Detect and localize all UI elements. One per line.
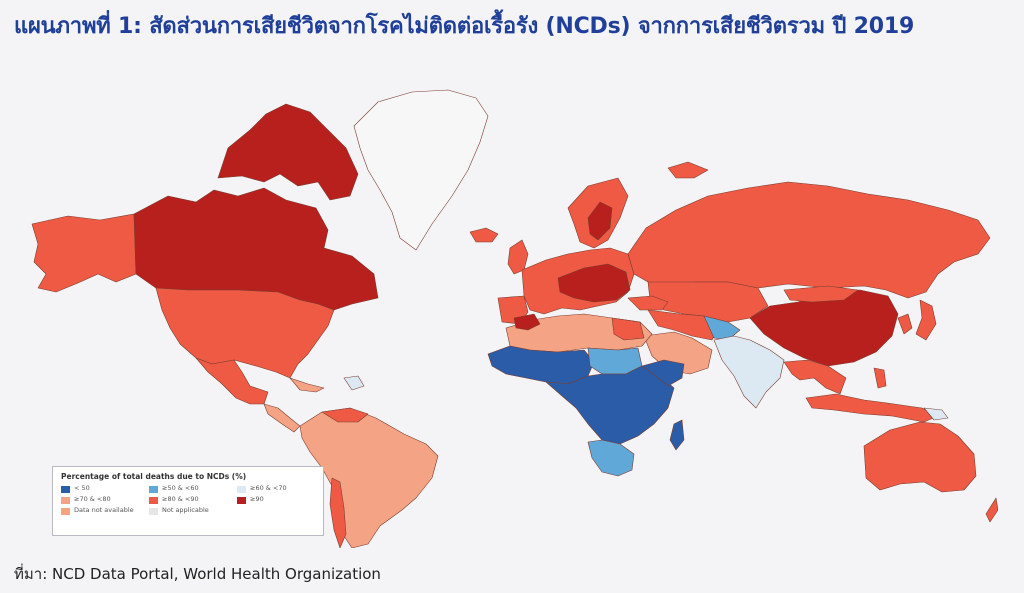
region-guyana bbox=[343, 375, 365, 391]
region-egypt bbox=[611, 317, 645, 341]
legend-item: < 50 bbox=[61, 484, 149, 493]
region-south-asia bbox=[713, 335, 785, 409]
legend-item: ≥90 bbox=[237, 495, 317, 504]
legend-item: ≥70 & <80 bbox=[61, 495, 149, 504]
region-russia-islands bbox=[667, 161, 709, 179]
legend-label: ≥60 & <70 bbox=[250, 484, 287, 492]
legend-item: ≥60 & <70 bbox=[237, 484, 317, 493]
region-korea bbox=[897, 313, 913, 335]
region-alaska bbox=[31, 213, 137, 293]
region-greenland bbox=[353, 89, 489, 251]
legend-label: ≥70 & <80 bbox=[74, 495, 111, 503]
legend-label: ≥50 & <60 bbox=[162, 484, 199, 492]
legend-swatch bbox=[149, 486, 158, 493]
region-afghanistan bbox=[703, 315, 741, 341]
region-australia bbox=[863, 421, 977, 493]
legend-item: Data not available bbox=[61, 506, 149, 515]
legend-title: Percentage of total deaths due to NCDs (… bbox=[61, 472, 247, 481]
legend-label: < 50 bbox=[74, 484, 90, 492]
legend-swatch bbox=[149, 497, 158, 504]
legend-label: ≥90 bbox=[250, 495, 264, 503]
region-canadian-arctic bbox=[217, 103, 359, 201]
region-central-america bbox=[263, 403, 301, 433]
legend-swatch bbox=[237, 497, 246, 504]
world-map bbox=[28, 78, 998, 548]
region-norway-sweden-dark bbox=[587, 201, 613, 241]
region-southeast-asia bbox=[783, 359, 847, 395]
region-madagascar bbox=[669, 419, 685, 451]
legend-swatch bbox=[61, 497, 70, 504]
legend-swatch bbox=[237, 486, 246, 493]
region-indonesia bbox=[805, 393, 939, 423]
legend-item: ≥80 & <90 bbox=[149, 495, 237, 504]
legend-item: ≥50 & <60 bbox=[149, 484, 237, 493]
region-japan bbox=[915, 299, 937, 341]
region-mexico bbox=[195, 357, 269, 405]
region-new-zealand bbox=[985, 497, 998, 523]
map-legend: Percentage of total deaths due to NCDs (… bbox=[52, 466, 324, 536]
region-venezuela-guiana bbox=[321, 407, 369, 423]
legend-label: Not applicable bbox=[162, 506, 209, 514]
legend-swatch bbox=[61, 486, 70, 493]
region-caribbean bbox=[289, 377, 325, 393]
region-usa bbox=[155, 287, 335, 379]
region-maghreb-dark bbox=[513, 313, 541, 331]
source-caption: ที่มา: NCD Data Portal, World Health Org… bbox=[14, 565, 381, 583]
region-mongolia bbox=[783, 285, 859, 303]
region-png bbox=[923, 407, 949, 421]
legend-label: Data not available bbox=[74, 506, 134, 514]
region-middle-east bbox=[647, 309, 719, 341]
region-russia bbox=[627, 181, 991, 299]
region-turkey bbox=[627, 295, 669, 311]
region-eastern-europe bbox=[557, 263, 631, 303]
region-west-africa bbox=[487, 345, 595, 385]
region-southern-africa bbox=[587, 439, 635, 477]
region-horn-africa bbox=[641, 359, 685, 387]
map-title: แผนภาพที่ 1: สัดส่วนการเสียชีวิตจากโรคไม… bbox=[14, 14, 915, 39]
region-iceland bbox=[469, 227, 499, 243]
legend-swatch bbox=[149, 508, 158, 515]
legend-label: ≥80 & <90 bbox=[162, 495, 199, 503]
region-chile bbox=[329, 477, 347, 548]
legend-item: Not applicable bbox=[149, 506, 237, 515]
region-central-africa bbox=[545, 365, 675, 445]
region-philippines bbox=[873, 367, 887, 389]
legend-swatch bbox=[61, 508, 70, 515]
